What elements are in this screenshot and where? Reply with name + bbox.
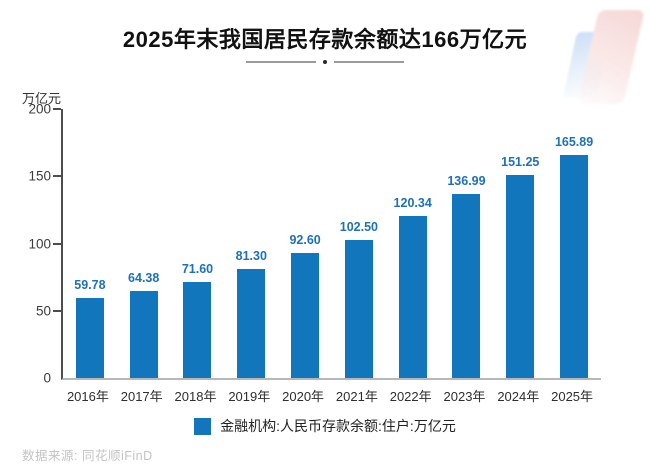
bar <box>237 268 266 378</box>
x-axis-label: 2021年 <box>335 389 378 404</box>
bar <box>560 154 589 378</box>
divider-line-left <box>246 61 316 63</box>
bar <box>75 297 104 378</box>
x-axis-label: 2020年 <box>282 389 325 404</box>
bar-column: 102.50 <box>332 109 386 378</box>
bar-series: 59.78 64.38 71.60 81.30 92.60 102.50 120.34 136… <box>63 109 601 378</box>
legend: 金融机构:人民币存款余额:住户:万亿元 <box>0 416 650 436</box>
x-axis-label: 2016年 <box>66 389 109 404</box>
bar-column: 165.89 <box>547 109 601 378</box>
bar-column: 92.60 <box>278 109 332 378</box>
bar <box>344 240 373 378</box>
y-tick-label: 200 <box>28 101 51 117</box>
bar-column: 120.34 <box>386 109 440 378</box>
bar <box>452 193 481 378</box>
bar-value-label: 102.50 <box>339 220 378 235</box>
bar <box>398 216 427 378</box>
x-axis-label: 2025年 <box>551 389 594 404</box>
bar-column: 151.25 <box>493 109 547 378</box>
bar-value-label: 136.99 <box>447 173 486 188</box>
divider-dot <box>323 60 327 64</box>
bar <box>129 291 158 378</box>
x-axis-label: 2019年 <box>228 389 271 404</box>
y-tick-mark <box>53 242 61 245</box>
bar-value-label: 81.30 <box>235 248 267 263</box>
bar-value-label: 71.60 <box>181 261 214 276</box>
bar-value-label: 120.34 <box>393 196 432 211</box>
bar-column: 81.30 <box>224 109 278 378</box>
bar <box>183 281 212 378</box>
x-axis-label: 2018年 <box>174 389 217 404</box>
legend-swatch <box>194 417 212 435</box>
title-divider <box>246 60 404 64</box>
x-axis-label: 2022年 <box>389 389 432 404</box>
bar-column: 59.78 <box>63 109 117 378</box>
plot-area: 59.78 64.38 71.60 81.30 92.60 102.50 120.34 136… <box>28 102 601 386</box>
bar-column: 71.60 <box>171 109 225 378</box>
bar-column: 136.99 <box>440 109 494 378</box>
bar-value-label: 92.60 <box>289 233 321 248</box>
x-axis-label: 2024年 <box>497 389 540 404</box>
y-tick-mark <box>53 108 61 110</box>
bar <box>506 174 535 378</box>
legend-label: 金融机构:人民币存款余额:住户:万亿元 <box>220 418 456 434</box>
x-axis-labels: 2016年 2017年 2018年 2019年 2020年 2021年 2022年 2023年… <box>61 386 599 405</box>
y-tick-label: 50 <box>35 303 51 319</box>
bar-value-label: 151.25 <box>501 154 540 169</box>
bar <box>291 253 320 378</box>
data-source-note: 数据来源: 同花顺iFinD <box>22 449 153 463</box>
y-axis-unit-label: 万亿元 <box>22 91 62 106</box>
y-tick-mark <box>53 309 61 312</box>
y-tick-label: 0 <box>43 370 51 386</box>
bar-column: 64.38 <box>117 109 171 378</box>
bar-value-label: 165.89 <box>554 134 594 149</box>
divider-line-right <box>334 61 404 63</box>
bar-value-label: 64.38 <box>128 271 160 286</box>
bar-value-label: 59.78 <box>74 277 106 292</box>
x-axis-label: 2023年 <box>443 389 486 404</box>
x-axis-label: 2017年 <box>120 389 163 404</box>
y-tick-label: 150 <box>28 168 51 184</box>
y-tick-label: 100 <box>28 236 51 251</box>
page-title: 2025年末我国居民存款余额达166万亿元 <box>122 27 528 52</box>
y-tick-mark <box>53 175 61 178</box>
